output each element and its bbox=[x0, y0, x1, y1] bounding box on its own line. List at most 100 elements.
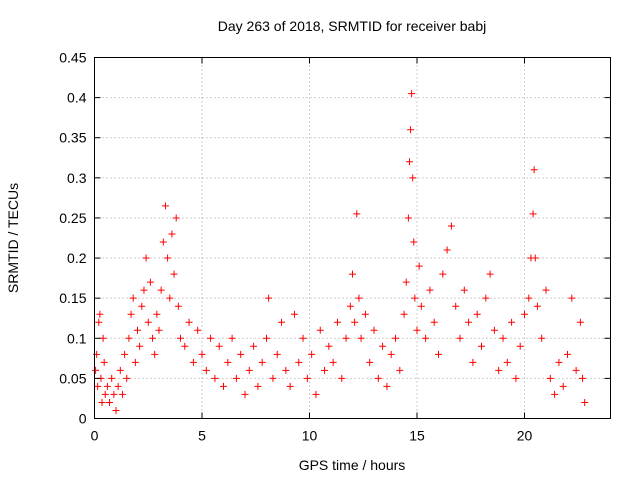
data-point bbox=[245, 366, 253, 374]
data-point bbox=[157, 286, 165, 294]
data-point bbox=[254, 382, 262, 390]
data-point bbox=[516, 342, 524, 350]
data-point bbox=[533, 302, 541, 310]
data-point bbox=[146, 278, 154, 286]
data-point bbox=[286, 382, 294, 390]
y-tick-label: 0.4 bbox=[67, 90, 87, 106]
data-point bbox=[439, 270, 447, 278]
y-tick-label: 0.05 bbox=[59, 370, 86, 386]
chart-title: Day 263 of 2018, SRMTID for receiver bab… bbox=[218, 18, 486, 34]
data-point bbox=[379, 342, 387, 350]
data-point bbox=[525, 294, 533, 302]
data-point bbox=[168, 230, 176, 238]
data-point bbox=[290, 310, 298, 318]
data-point bbox=[342, 334, 350, 342]
data-point bbox=[581, 398, 589, 406]
points-layer bbox=[92, 90, 589, 414]
data-point bbox=[98, 398, 106, 406]
data-point bbox=[361, 310, 369, 318]
y-tick-label: 0.1 bbox=[67, 330, 87, 346]
data-point bbox=[321, 366, 329, 374]
ticks-layer bbox=[94, 57, 611, 419]
data-point bbox=[405, 158, 413, 166]
data-point bbox=[299, 334, 307, 342]
data-point bbox=[159, 238, 167, 246]
data-point bbox=[407, 126, 415, 134]
data-point bbox=[443, 246, 451, 254]
data-point bbox=[155, 326, 163, 334]
data-point bbox=[125, 334, 133, 342]
data-point bbox=[465, 318, 473, 326]
data-point bbox=[435, 350, 442, 358]
data-point bbox=[482, 294, 490, 302]
data-point bbox=[174, 302, 182, 310]
x-tick-label: 5 bbox=[198, 428, 206, 444]
data-point bbox=[215, 342, 223, 350]
data-point bbox=[308, 350, 316, 358]
data-point bbox=[374, 374, 382, 382]
data-point bbox=[220, 382, 227, 390]
data-point bbox=[101, 390, 109, 398]
data-point bbox=[237, 350, 245, 358]
data-point bbox=[413, 326, 421, 334]
data-point bbox=[185, 318, 193, 326]
data-point bbox=[106, 398, 114, 406]
y-tick-label: 0.15 bbox=[59, 290, 86, 306]
data-point bbox=[202, 366, 210, 374]
data-point bbox=[579, 374, 587, 382]
data-point bbox=[224, 358, 232, 366]
y-tick-label: 0.45 bbox=[59, 50, 86, 66]
data-point bbox=[194, 326, 202, 334]
x-axis-label: GPS time / hours bbox=[299, 457, 406, 473]
data-point bbox=[370, 326, 378, 334]
data-point bbox=[129, 294, 137, 302]
data-point bbox=[108, 374, 116, 382]
data-point bbox=[530, 166, 538, 174]
x-tick-label: 15 bbox=[409, 428, 425, 444]
x-tick-label: 10 bbox=[302, 428, 318, 444]
data-point bbox=[572, 366, 580, 374]
data-point bbox=[404, 214, 412, 222]
data-point bbox=[551, 390, 559, 398]
data-point bbox=[250, 342, 258, 350]
data-point bbox=[478, 342, 485, 350]
data-point bbox=[118, 390, 126, 398]
data-point bbox=[499, 334, 507, 342]
data-point bbox=[538, 334, 546, 342]
data-point bbox=[521, 310, 528, 318]
data-point bbox=[495, 366, 503, 374]
data-point bbox=[198, 350, 206, 358]
data-point bbox=[316, 326, 324, 334]
data-point bbox=[452, 302, 460, 310]
data-point bbox=[473, 310, 481, 318]
data-point bbox=[490, 326, 498, 334]
data-point bbox=[422, 334, 430, 342]
grid-layer bbox=[94, 57, 611, 419]
data-point bbox=[355, 294, 363, 302]
data-point bbox=[136, 342, 144, 350]
x-tick-label: 20 bbox=[517, 428, 533, 444]
data-point bbox=[228, 334, 236, 342]
data-point bbox=[351, 318, 359, 326]
data-point bbox=[546, 374, 554, 382]
data-point bbox=[211, 374, 219, 382]
data-point bbox=[312, 390, 320, 398]
data-point bbox=[151, 350, 159, 358]
data-point bbox=[258, 358, 266, 366]
data-point bbox=[333, 318, 341, 326]
data-point bbox=[265, 294, 273, 302]
data-point bbox=[161, 202, 169, 210]
data-point bbox=[303, 374, 311, 382]
data-point bbox=[95, 318, 103, 326]
data-point bbox=[409, 174, 417, 182]
data-point bbox=[568, 294, 576, 302]
data-point bbox=[542, 286, 550, 294]
data-point bbox=[410, 238, 418, 246]
data-point bbox=[123, 374, 131, 382]
data-point bbox=[273, 350, 281, 358]
data-point bbox=[349, 270, 356, 278]
data-point bbox=[232, 374, 240, 382]
data-point bbox=[164, 254, 172, 262]
data-point bbox=[134, 326, 141, 334]
